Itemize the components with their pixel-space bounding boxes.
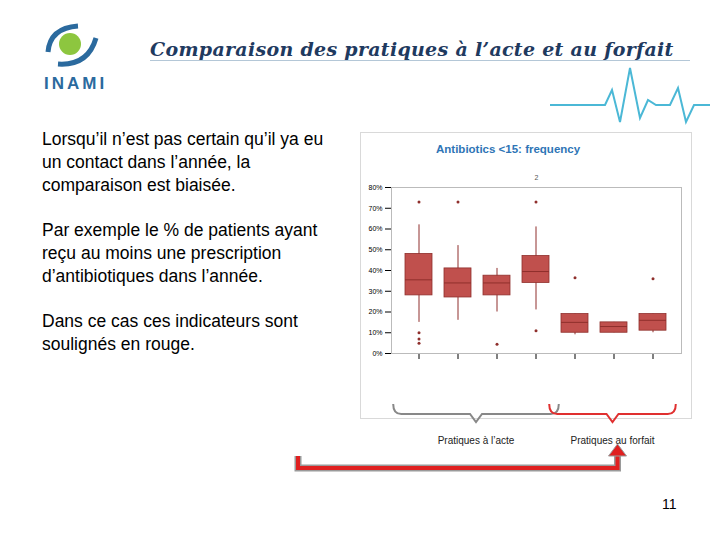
svg-text:0%: 0%	[372, 350, 382, 357]
html-text:Antibiotics <15: frequency: Antibiotics <15: frequency	[436, 143, 581, 155]
html-text:11: 11	[662, 496, 677, 512]
html-text:Comparaison des pratiques à l’: Comparaison des pratiques à l’acte et au…	[150, 38, 674, 60]
svg-text:40%: 40%	[368, 267, 382, 274]
svg-text:80%: 80%	[368, 184, 382, 191]
svg-text:60%: 60%	[368, 225, 382, 232]
svg-text:30%: 30%	[368, 287, 382, 294]
svg-text:2: 2	[535, 174, 539, 181]
svg-text:50%: 50%	[368, 246, 382, 253]
svg-text:Pratiques à l’acte: Pratiques à l’acte	[438, 435, 515, 446]
html-text:INAMI: INAMI	[44, 74, 108, 93]
html-text:Lorsqu’il n’est pas certain qu: Lorsqu’il n’est pas certain qu’il ya eu …	[42, 129, 324, 195]
svg-text:20%: 20%	[368, 308, 382, 315]
svg-text:10%: 10%	[368, 329, 382, 336]
html-text:Dans ce cas ces indicateurs so: Dans ce cas ces indicateurs sont soulign…	[42, 311, 298, 354]
svg-text:70%: 70%	[368, 204, 382, 211]
svg-text:Pratiques au forfait: Pratiques au forfait	[571, 435, 655, 446]
html-text:Par exemple le % de patients a: Par exemple le % de patients ayant reçu …	[42, 220, 318, 286]
